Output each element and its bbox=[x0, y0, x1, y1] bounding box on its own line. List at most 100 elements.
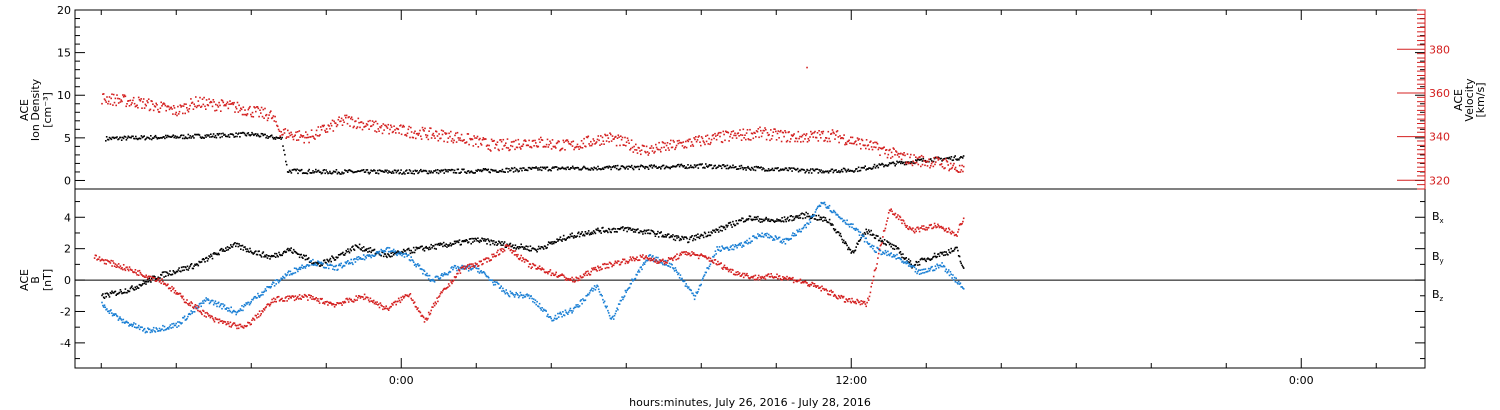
velocity-point bbox=[441, 133, 444, 136]
field-bz-point bbox=[548, 270, 551, 273]
field-bz-point bbox=[110, 259, 112, 262]
field-bx-point bbox=[369, 247, 372, 249]
field-bz-point bbox=[217, 321, 220, 324]
field-bz-point bbox=[452, 280, 454, 283]
field-by-point bbox=[233, 310, 236, 313]
field-bz-point bbox=[362, 296, 364, 298]
velocity-point bbox=[460, 133, 463, 136]
velocity-point bbox=[254, 107, 256, 109]
field-bz-point bbox=[683, 251, 686, 253]
field-bz-point bbox=[427, 311, 430, 314]
field-bz-point bbox=[739, 275, 742, 277]
density-point bbox=[550, 169, 552, 172]
field-by-point bbox=[166, 327, 168, 330]
density-point bbox=[958, 159, 960, 161]
velocity-point bbox=[149, 108, 152, 111]
density-point bbox=[870, 168, 873, 170]
density-point bbox=[450, 168, 453, 171]
field-bx-point bbox=[448, 244, 451, 246]
velocity-point bbox=[652, 147, 655, 149]
density-point bbox=[542, 167, 545, 169]
field-by-point bbox=[695, 291, 697, 294]
field-by-point bbox=[385, 248, 387, 250]
field-by-point bbox=[906, 260, 908, 263]
field-bx-point bbox=[356, 245, 358, 248]
velocity-point bbox=[779, 130, 781, 133]
field-bz-point bbox=[411, 299, 413, 301]
field-bx-point bbox=[872, 233, 874, 236]
velocity-point bbox=[861, 139, 864, 142]
density-point bbox=[543, 166, 546, 169]
field-bx-point bbox=[954, 246, 957, 249]
velocity-point bbox=[632, 151, 635, 153]
field-by-point bbox=[527, 294, 530, 296]
field-bz-point bbox=[377, 303, 380, 305]
density-point bbox=[920, 158, 923, 160]
density-point bbox=[801, 168, 804, 171]
velocity-point bbox=[493, 139, 495, 142]
density-point bbox=[789, 168, 791, 170]
field-bz-point bbox=[512, 250, 514, 252]
density-point bbox=[743, 167, 745, 169]
field-bz-point bbox=[412, 299, 414, 302]
field-by-point bbox=[571, 312, 573, 314]
field-bx-point bbox=[925, 260, 927, 263]
field-by-point bbox=[181, 322, 183, 324]
field-bx-point bbox=[491, 240, 493, 242]
field-by-point bbox=[431, 279, 433, 282]
velocity-point bbox=[673, 141, 675, 143]
field-by-point bbox=[248, 303, 251, 306]
density-point bbox=[252, 133, 254, 136]
field-bx-point bbox=[546, 246, 548, 249]
field-bz-point bbox=[236, 327, 238, 330]
field-bx-point bbox=[726, 226, 728, 228]
density-point bbox=[155, 136, 158, 139]
field-bx-point bbox=[121, 292, 123, 295]
density-point bbox=[903, 163, 906, 166]
field-by-point bbox=[764, 233, 767, 235]
velocity-point bbox=[107, 100, 110, 103]
velocity-point bbox=[179, 104, 182, 106]
density-point bbox=[702, 167, 704, 169]
density-point bbox=[240, 132, 243, 134]
field-bz-point bbox=[575, 276, 577, 279]
field-bx-point bbox=[756, 218, 758, 220]
density-point bbox=[413, 173, 415, 175]
density-point bbox=[269, 135, 271, 138]
field-bx-point bbox=[486, 243, 488, 245]
field-bx-point bbox=[945, 251, 947, 253]
field-by-point bbox=[865, 237, 867, 240]
field-bx-point bbox=[301, 256, 303, 259]
field-bz-point bbox=[380, 304, 382, 306]
field-by-point bbox=[354, 261, 357, 263]
field-bz-point bbox=[492, 253, 495, 256]
velocity-point bbox=[780, 140, 783, 143]
field-by-point bbox=[567, 313, 569, 315]
field-by-point bbox=[316, 264, 318, 267]
field-bx-point bbox=[652, 231, 655, 233]
velocity-point bbox=[564, 149, 566, 151]
field-by-point bbox=[792, 235, 795, 237]
field-bx-point bbox=[408, 249, 411, 252]
field-bx-point bbox=[144, 281, 146, 283]
density-point bbox=[528, 166, 531, 169]
field-by-point bbox=[346, 261, 348, 263]
field-by-point bbox=[674, 267, 677, 269]
field-by-point bbox=[629, 283, 632, 285]
density-point bbox=[494, 170, 496, 172]
velocity-point bbox=[765, 128, 767, 131]
field-bz-point bbox=[629, 256, 632, 258]
field-bx-point bbox=[789, 215, 792, 218]
density-point bbox=[693, 164, 696, 166]
field-bx-point bbox=[522, 248, 525, 250]
field-bx-point bbox=[505, 246, 507, 248]
velocity-point bbox=[102, 93, 105, 95]
field-by-point bbox=[296, 268, 298, 271]
velocity-point bbox=[141, 107, 143, 109]
field-by-point bbox=[794, 234, 797, 237]
density-point bbox=[620, 165, 623, 167]
density-point bbox=[711, 167, 714, 170]
field-by-point bbox=[914, 270, 917, 273]
velocity-point bbox=[730, 133, 732, 136]
field-bz-point bbox=[97, 258, 100, 260]
